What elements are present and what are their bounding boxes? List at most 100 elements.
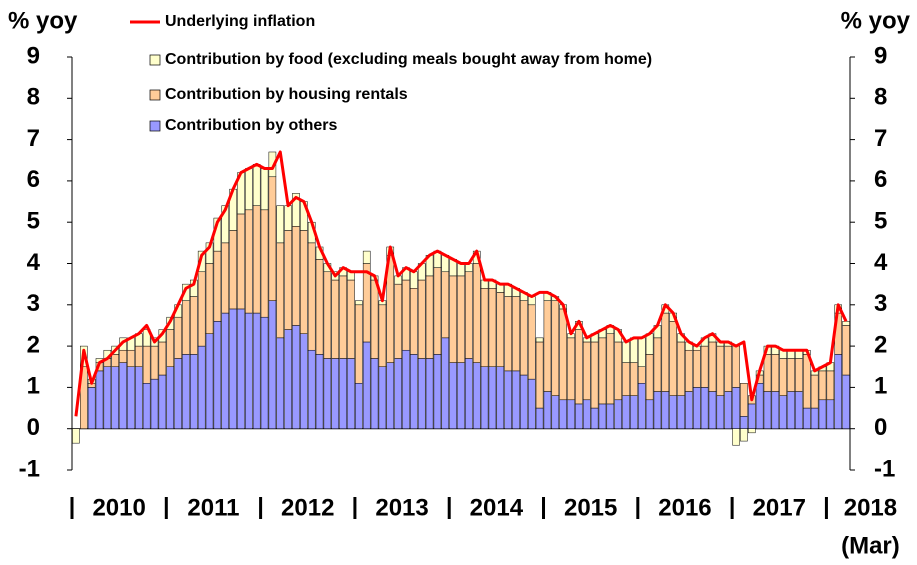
bar-segment bbox=[323, 271, 332, 359]
bar-segment bbox=[166, 329, 175, 367]
bar-segment bbox=[692, 387, 701, 429]
bar-segment bbox=[410, 354, 418, 429]
bar-segment bbox=[237, 213, 245, 310]
bar-segment bbox=[614, 399, 622, 429]
bar-segment bbox=[221, 312, 230, 429]
year-separator bbox=[259, 497, 263, 519]
bar-segment bbox=[142, 383, 151, 429]
year-separator bbox=[730, 497, 734, 519]
bar-segment bbox=[339, 275, 347, 359]
bar-segment bbox=[402, 279, 410, 351]
bar-segment bbox=[229, 230, 237, 310]
bar-segment bbox=[355, 383, 363, 429]
bar-segment bbox=[127, 349, 135, 368]
bar-segment bbox=[669, 321, 677, 396]
bar-segment bbox=[598, 403, 607, 429]
bar-segment bbox=[245, 312, 253, 429]
bar-segment bbox=[182, 354, 190, 429]
bar-segment bbox=[630, 395, 638, 429]
y-axis-label: % yoy bbox=[8, 7, 78, 34]
bar-segment bbox=[740, 383, 748, 417]
legend-label: Contribution by housing rentals bbox=[165, 86, 408, 103]
bar-segment bbox=[590, 341, 599, 409]
bar-segment bbox=[637, 337, 646, 367]
bar-segment bbox=[331, 358, 340, 429]
bar-segment bbox=[457, 362, 465, 429]
y-tick-label: 2 bbox=[27, 331, 40, 358]
bar-segment bbox=[205, 263, 214, 334]
bar-segment bbox=[669, 395, 677, 429]
year-label: 2015 bbox=[564, 494, 617, 521]
bar-segment bbox=[802, 407, 811, 429]
bar-segment bbox=[622, 341, 630, 363]
bar-segment bbox=[150, 378, 159, 429]
bar-segment bbox=[72, 428, 80, 444]
bar-segment bbox=[315, 354, 324, 429]
bar-segment bbox=[190, 296, 198, 355]
bar-segment bbox=[87, 387, 96, 429]
bar-segment bbox=[284, 329, 292, 429]
y-tick-label: 9 bbox=[27, 42, 40, 69]
bar-segment bbox=[355, 304, 363, 384]
year-label: 2010 bbox=[92, 494, 145, 521]
bar-segment bbox=[795, 358, 803, 392]
y-tick-label: 1 bbox=[27, 373, 40, 400]
bar-segment bbox=[787, 391, 795, 429]
bar-segment bbox=[142, 329, 151, 347]
bar-segment bbox=[708, 391, 717, 429]
legend-label: Contribution by food (excluding meals bo… bbox=[165, 51, 652, 68]
bar-segment bbox=[661, 391, 670, 429]
bar-segment bbox=[622, 395, 630, 429]
year-separator bbox=[70, 497, 74, 519]
bar-segment bbox=[842, 374, 850, 429]
bar-segment bbox=[582, 399, 591, 429]
bar-segment bbox=[245, 168, 253, 211]
y-tick-label: 8 bbox=[27, 84, 40, 111]
year-label: 2017 bbox=[753, 494, 806, 521]
bar-segment bbox=[559, 308, 567, 401]
bar-segment bbox=[637, 383, 646, 429]
bar-segment bbox=[465, 358, 473, 429]
bar-segment bbox=[370, 358, 379, 429]
bar-segment bbox=[300, 230, 308, 334]
bar-segment bbox=[307, 349, 316, 429]
bar-segment bbox=[150, 345, 159, 380]
bar-segment bbox=[520, 374, 528, 429]
bar-segment bbox=[362, 263, 371, 343]
bar-segment bbox=[653, 391, 662, 429]
bar-segment bbox=[119, 362, 127, 429]
bar-segment bbox=[527, 304, 536, 380]
year-label: 2012 bbox=[281, 494, 334, 521]
bar-segment bbox=[237, 308, 245, 429]
bar-segment bbox=[252, 164, 261, 206]
y2-tick-label: 1 bbox=[874, 373, 887, 400]
bar-segment bbox=[276, 242, 285, 339]
bar-segment bbox=[551, 395, 560, 429]
bar-segment bbox=[480, 288, 489, 367]
bar-segment bbox=[213, 321, 222, 429]
bar-segment bbox=[732, 387, 740, 429]
bar-segment bbox=[197, 250, 206, 273]
bar-segment bbox=[252, 205, 261, 314]
bar-segment bbox=[300, 333, 308, 429]
y-tick-label: 3 bbox=[27, 290, 40, 317]
bar-segment bbox=[386, 362, 395, 429]
bar-segment bbox=[378, 366, 387, 429]
bar-segment bbox=[307, 242, 316, 351]
bar-segment bbox=[590, 407, 599, 429]
bar-segment bbox=[370, 279, 379, 359]
bar-segment bbox=[535, 341, 544, 409]
y-tick-label: 5 bbox=[27, 208, 40, 235]
bar-segment bbox=[575, 329, 583, 405]
bar-segment bbox=[362, 250, 371, 264]
bar-segment bbox=[472, 263, 481, 363]
bar-segment bbox=[543, 391, 552, 429]
bar-segment bbox=[292, 193, 300, 227]
bar-segment bbox=[229, 308, 237, 429]
bar-segment bbox=[567, 337, 575, 401]
bar-segment bbox=[504, 296, 512, 372]
bar-segment bbox=[465, 271, 473, 359]
bar-segment bbox=[425, 275, 434, 359]
bar-segment bbox=[496, 292, 505, 367]
bar-segment bbox=[551, 300, 560, 396]
